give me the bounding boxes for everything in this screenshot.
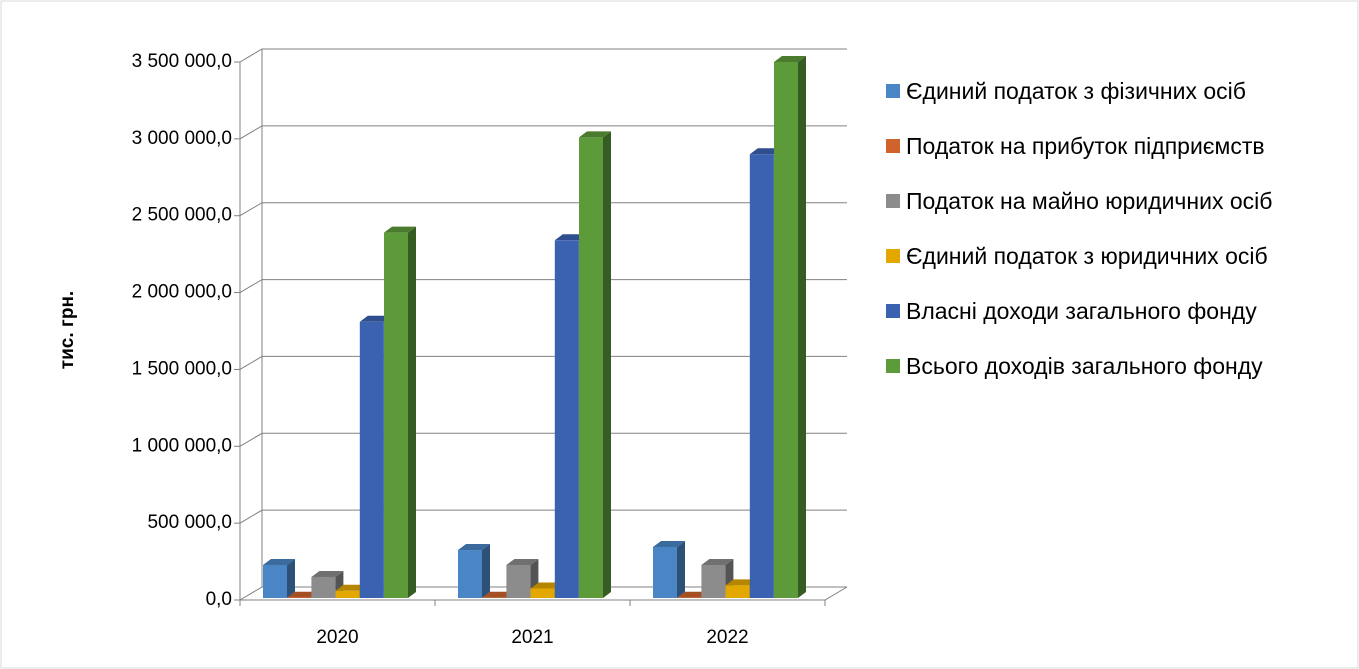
- bar: [311, 576, 336, 598]
- bar-side: [482, 544, 490, 598]
- bar-top: [653, 540, 685, 547]
- bar-top: [530, 582, 563, 589]
- bar: [554, 240, 579, 598]
- y-tick-label: 3 000 000,0: [132, 128, 232, 149]
- grid-line: [239, 586, 847, 601]
- grid-line: [239, 125, 847, 140]
- y-tick-label: 2 500 000,0: [132, 205, 232, 226]
- bar-top: [554, 234, 587, 241]
- y-tick-label: 3 500 000,0: [132, 51, 232, 72]
- bar-top: [287, 591, 320, 598]
- grid-line: [239, 48, 847, 63]
- bar: [530, 588, 555, 598]
- y-tick-label: 2 000 000,0: [132, 282, 232, 303]
- bar-top: [749, 148, 782, 155]
- bar-top: [774, 56, 806, 62]
- grid-line: [239, 202, 847, 217]
- bar-side: [677, 540, 685, 598]
- legend-item: Власні доходи загального фонду: [884, 292, 1324, 330]
- bar: [701, 564, 726, 598]
- bar-top: [359, 315, 392, 322]
- legend-label: Всього доходів загального фонду: [906, 353, 1263, 379]
- bar-side: [287, 558, 295, 598]
- legend-label: Податок на прибуток підприємств: [906, 133, 1265, 159]
- bar: [458, 550, 482, 598]
- bar-top: [701, 558, 734, 565]
- legend-item: Єдиний податок з фізичних осіб: [884, 72, 1324, 110]
- y-tick-label: 0,0: [206, 589, 232, 610]
- y-tick-label: 1 500 000,0: [132, 358, 232, 379]
- y-tick-label: 500 000,0: [147, 512, 232, 533]
- bar: [579, 137, 603, 598]
- y-axis-title: тис. грн.: [57, 291, 78, 369]
- x-tick-label: 2021: [511, 627, 553, 648]
- bar: [263, 564, 287, 598]
- grid-line: [239, 355, 847, 370]
- legend-label: Єдиний податок з фізичних осіб: [906, 78, 1246, 104]
- bar-top: [458, 544, 490, 551]
- bar: [653, 546, 677, 598]
- grid-line: [239, 432, 847, 447]
- bar: [749, 154, 774, 598]
- x-tick-label: 2022: [706, 627, 748, 648]
- bar: [725, 585, 750, 598]
- bar-top: [384, 226, 416, 233]
- bar: [359, 321, 384, 598]
- bar-top: [335, 584, 368, 591]
- legend-swatch: [886, 249, 900, 263]
- bar: [774, 62, 798, 598]
- y-tick-label: 1 000 000,0: [132, 435, 232, 456]
- legend-label: Власні доходи загального фонду: [906, 298, 1257, 324]
- x-tick-label: 2020: [316, 627, 358, 648]
- bar-side: [798, 56, 806, 598]
- legend-swatch: [886, 194, 900, 208]
- legend-item: Єдиний податок з юридичних осіб: [884, 237, 1324, 275]
- bar-top: [579, 131, 611, 138]
- bar-top: [311, 570, 344, 577]
- legend-swatch: [886, 359, 900, 373]
- bar-top: [482, 591, 515, 598]
- bar: [506, 564, 531, 598]
- bar-side: [408, 226, 416, 598]
- legend-swatch: [886, 139, 900, 153]
- bar-top: [263, 558, 295, 565]
- legend-label: Єдиний податок з юридичних осіб: [906, 243, 1268, 269]
- bar: [384, 232, 408, 598]
- legend-label: Податок на майно юридичних осіб: [906, 188, 1273, 214]
- bar-top: [506, 558, 539, 565]
- bar-top: [725, 579, 758, 586]
- legend-item: Всього доходів загального фонду: [884, 347, 1324, 385]
- legend-swatch: [886, 304, 900, 318]
- grid-line: [239, 509, 847, 524]
- legend-item: Податок на майно юридичних осіб: [884, 182, 1324, 220]
- bar-top: [677, 591, 710, 598]
- legend-swatch: [886, 84, 900, 98]
- bar: [335, 590, 360, 598]
- bar-side: [603, 131, 611, 598]
- legend-item: Податок на прибуток підприємств: [884, 127, 1324, 165]
- legend: Єдиний податок з фізичних осіб Податок на…: [884, 72, 1324, 402]
- grid-line: [239, 279, 847, 294]
